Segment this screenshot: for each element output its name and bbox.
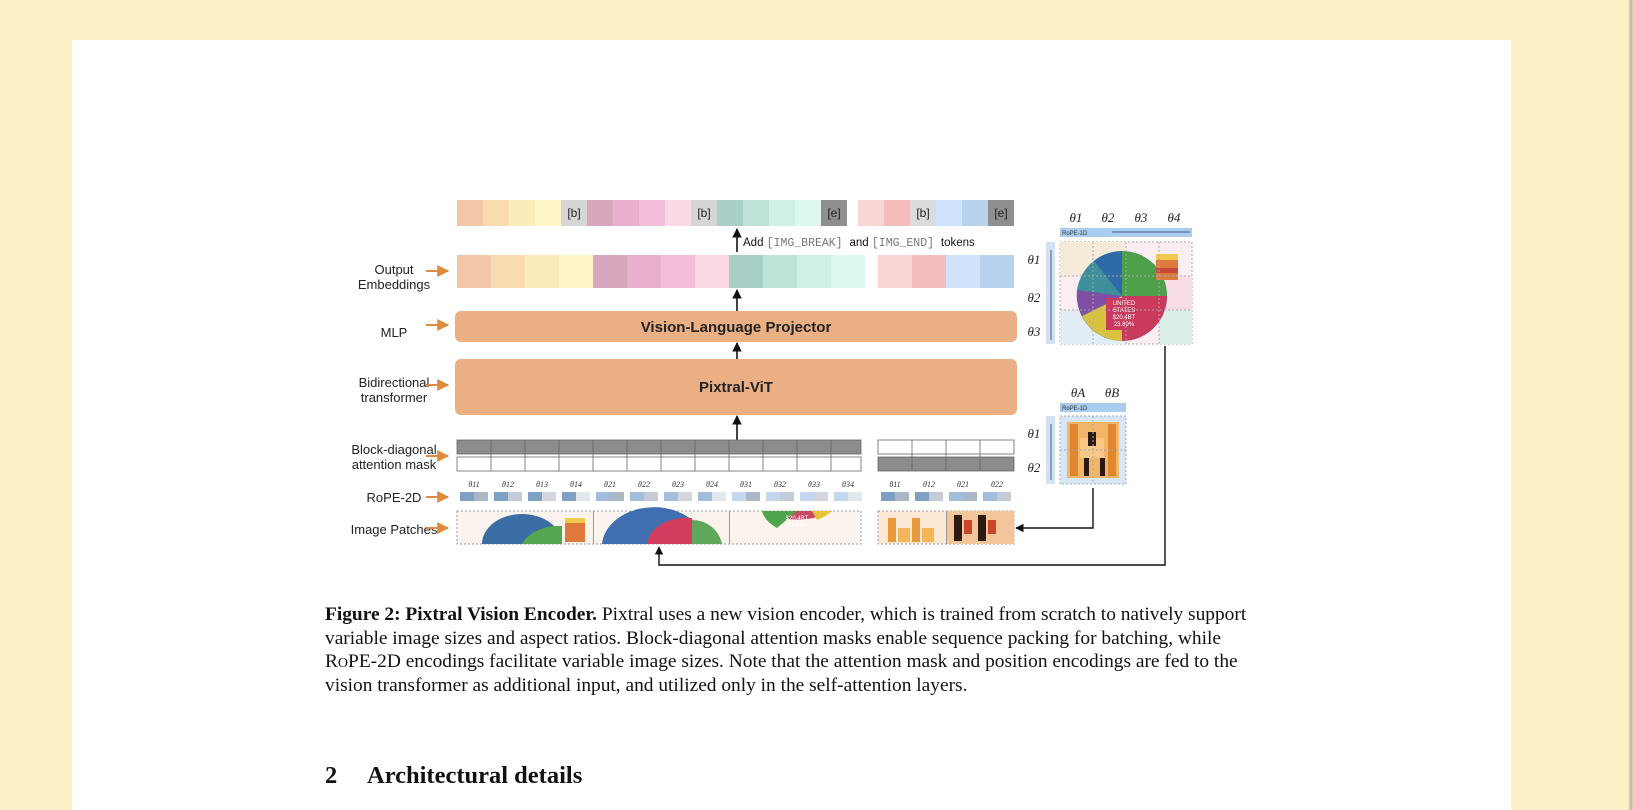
svg-text:θ31: θ31 (740, 480, 752, 489)
row-arrows (426, 265, 450, 534)
rope-grid-small: θA θB θ1 θ2 RoPE-1D (1028, 385, 1127, 485)
svg-text:θ3: θ3 (1028, 324, 1041, 339)
label-bidirectional-2: transformer (361, 390, 428, 405)
window-edge (1628, 0, 1634, 810)
svg-text:$20.4BT: $20.4BT (1113, 315, 1136, 321)
vision-language-projector (455, 311, 1017, 342)
svg-text:RoPE-1D: RoPE-1D (1062, 406, 1088, 412)
svg-text:θ22: θ22 (991, 480, 1003, 489)
section-number: 2 (325, 762, 338, 789)
section-title: Architectural details (367, 762, 583, 789)
svg-text:θ1: θ1 (1028, 426, 1041, 441)
vit-label: Pixtral-ViT (699, 379, 773, 396)
svg-text:θ23: θ23 (672, 480, 684, 489)
svg-text:θ24: θ24 (706, 480, 718, 489)
token-row-top (457, 200, 1014, 226)
svg-text:θ4: θ4 (1168, 210, 1181, 225)
token-break-2: [b] (697, 206, 710, 220)
add-tokens-suffix: tokens (941, 237, 975, 249)
svg-text:θ11: θ11 (889, 480, 900, 489)
svg-text:UNITED: UNITED (1113, 301, 1136, 307)
label-block-diagonal-2: attention mask (352, 457, 437, 472)
svg-text:θB: θB (1105, 385, 1119, 400)
svg-text:$20.4BT: $20.4BT (786, 516, 809, 522)
svg-text:θ33: θ33 (808, 480, 820, 489)
output-embeddings-row (457, 255, 1014, 288)
label-image-patches: Image Patches (351, 522, 438, 537)
caption-text-1: Pixtral uses a new vision encoder, which… (325, 604, 1247, 649)
label-output-embeddings-1: Output (374, 262, 413, 277)
svg-text:θ2: θ2 (1102, 210, 1115, 225)
label-mlp: MLP (381, 325, 408, 340)
svg-text:θ21: θ21 (957, 480, 969, 489)
projector-label: Vision-Language Projector (641, 319, 832, 336)
svg-text:θ1: θ1 (1070, 210, 1083, 225)
caption-text-2: encodings facilitate variable image size… (325, 651, 1238, 696)
svg-text:θ2: θ2 (1028, 460, 1041, 475)
svg-text:Add [IMG_BREAK]: Add [IMG_BREAK] and [IMG_END] tokens (743, 237, 975, 250)
svg-text:θ11: θ11 (468, 480, 479, 489)
svg-text:θ3: θ3 (1135, 210, 1148, 225)
paper-page: Output Embeddings MLP Bidirectional tran… (72, 40, 1511, 810)
rope2d-row: θ11 θ12 θ13 θ14 θ21 θ22 θ23 θ24 θ31 θ32 … (460, 480, 1011, 501)
img-break-token: [IMG_BREAK] (767, 237, 850, 250)
add-tokens-and: and (850, 237, 872, 249)
svg-text:θ12: θ12 (502, 480, 514, 489)
section-heading: 2 Architectural details (325, 762, 582, 790)
label-output-embeddings-2: Embeddings (358, 277, 431, 292)
caption-label: Figure 2: Pixtral Vision Encoder. (325, 604, 598, 625)
rope-grid-large: θ1 θ2 θ3 θ4 θ1 θ2 θ3 RoPE-1D (1028, 210, 1193, 345)
svg-text:θ1: θ1 (1028, 252, 1041, 267)
add-tokens-prefix: Add (743, 237, 767, 249)
img-end-token: [IMG_END] (872, 237, 941, 250)
svg-text:θA: θA (1071, 385, 1085, 400)
token-end-2: [e] (994, 206, 1007, 220)
label-rope2d: RoPE-2D (367, 490, 422, 505)
pixtral-encoder-figure: Output Embeddings MLP Bidirectional tran… (351, 200, 1193, 566)
caption-rope2d: RoPE-2D (325, 651, 401, 672)
svg-text:θ34: θ34 (842, 480, 854, 489)
svg-text:θ12: θ12 (923, 480, 935, 489)
label-block-diagonal-1: Block-diagonal (351, 442, 436, 457)
svg-text:θ32: θ32 (774, 480, 786, 489)
svg-text:STATES: STATES (1113, 308, 1135, 314)
pixtral-vit-block (455, 359, 1017, 415)
token-end-1: [e] (827, 206, 840, 220)
image-patches-row: $20.4BT 23.89% (456, 507, 1015, 545)
svg-text:θ2: θ2 (1028, 290, 1041, 305)
svg-text:θ22: θ22 (638, 480, 650, 489)
svg-text:RoPE-1D: RoPE-1D (1062, 231, 1088, 237)
svg-text:θ21: θ21 (604, 480, 616, 489)
svg-text:23.89%: 23.89% (1114, 322, 1135, 328)
svg-text:θ13: θ13 (536, 480, 548, 489)
token-break-3: [b] (916, 206, 929, 220)
label-bidirectional-1: Bidirectional (359, 375, 430, 390)
token-break-1: [b] (567, 206, 580, 220)
svg-text:θ14: θ14 (570, 480, 582, 489)
svg-text:23.89%: 23.89% (787, 523, 808, 529)
attention-mask (456, 439, 1015, 472)
figure-caption: Figure 2: Pixtral Vision Encoder. Pixtra… (325, 603, 1270, 697)
